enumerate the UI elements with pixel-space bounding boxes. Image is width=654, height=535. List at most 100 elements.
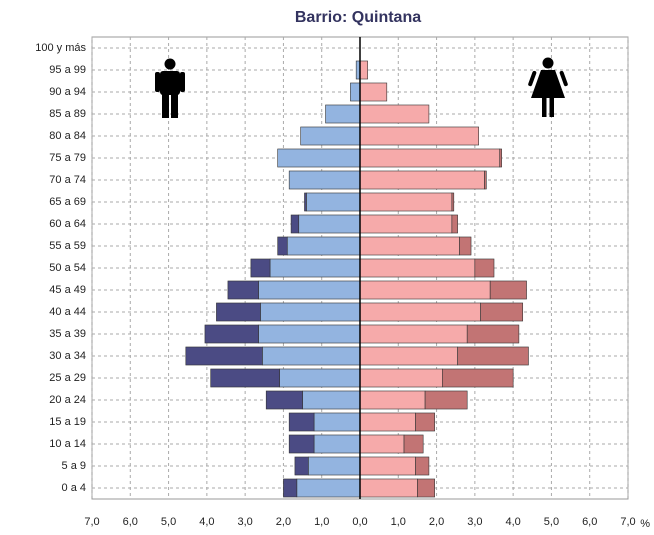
y-tick-label: 80 a 84 [49, 130, 86, 142]
y-tick-label: 90 a 94 [49, 86, 86, 98]
y-tick-label: 45 a 49 [49, 284, 86, 296]
bar [288, 434, 315, 454]
y-tick-label: 40 a 44 [49, 306, 86, 318]
x-tick-label: 1,0 [314, 516, 329, 528]
bar [277, 236, 288, 256]
bar [288, 412, 315, 432]
bar [359, 148, 501, 168]
bar [442, 368, 514, 388]
x-tick-label: 6,0 [582, 516, 597, 528]
male-icon [155, 58, 185, 118]
bar [359, 478, 418, 498]
bar [451, 192, 455, 212]
y-tick-label: 70 a 74 [49, 174, 86, 186]
y-tick-label: 75 a 79 [49, 152, 86, 164]
x-tick-label: 0,0 [352, 516, 367, 528]
bar [359, 324, 468, 344]
bar [306, 192, 361, 212]
bar [359, 192, 453, 212]
bar [424, 390, 468, 410]
bar [294, 456, 309, 476]
bar [298, 214, 361, 234]
bars [185, 37, 529, 499]
y-tick-label: 100 y más [35, 42, 86, 54]
bar [466, 324, 520, 344]
x-tick-label: 6,0 [123, 516, 138, 528]
bar [262, 346, 361, 366]
bar [359, 60, 368, 80]
bar [325, 104, 361, 124]
bar [480, 302, 524, 322]
y-tick-label: 15 a 19 [49, 416, 86, 428]
bar [417, 478, 435, 498]
x-tick-label: 2,0 [276, 516, 291, 528]
bar [300, 126, 361, 146]
bar [269, 258, 361, 278]
bar [296, 478, 361, 498]
bar [290, 214, 300, 234]
x-tick-label: 2,0 [429, 516, 444, 528]
y-tick-label: 5 a 9 [62, 460, 86, 472]
bar [415, 456, 430, 476]
y-tick-label: 35 a 39 [49, 328, 86, 340]
bar [359, 214, 453, 234]
bar [474, 258, 495, 278]
bar [359, 280, 491, 300]
bar [302, 390, 361, 410]
y-tick-label: 10 a 14 [49, 438, 86, 450]
bar [489, 280, 527, 300]
bar [484, 170, 487, 190]
grid: 7,0 6,0 5,0 4,0 3,0 2,0 1,0 0,0 1,0 2,0 3,0 4,0 5,0 6… [35, 36, 636, 528]
bar [185, 346, 263, 366]
bar [459, 236, 472, 256]
y-tick-label: 85 a 89 [49, 108, 86, 120]
bar [204, 324, 259, 344]
y-tick-label: 95 a 99 [49, 64, 86, 76]
bar [210, 368, 280, 388]
bar [283, 478, 298, 498]
y-tick-label: 20 a 24 [49, 394, 86, 406]
bar [359, 456, 416, 476]
y-tick-label: 0 a 4 [62, 482, 86, 494]
bar [286, 236, 361, 256]
female-icon [528, 57, 568, 117]
bar [359, 302, 481, 322]
bar [359, 104, 430, 124]
bar [359, 236, 460, 256]
x-tick-label: 5,0 [544, 516, 559, 528]
y-tick-label: 30 a 34 [49, 350, 86, 362]
bar [359, 126, 479, 146]
bar [279, 368, 361, 388]
y-tick-label: 60 a 64 [49, 218, 86, 230]
x-tick-label: 7,0 [84, 516, 99, 528]
bar [258, 280, 361, 300]
bar [258, 324, 361, 344]
bar [304, 192, 307, 212]
bar [359, 82, 388, 102]
bar [359, 258, 476, 278]
bar [265, 390, 303, 410]
y-tick-label: 65 a 69 [49, 196, 86, 208]
bar [308, 456, 361, 476]
bar [457, 346, 529, 366]
bar [313, 434, 361, 454]
bar [359, 412, 416, 432]
bar [359, 368, 443, 388]
bar [313, 412, 361, 432]
bar [216, 302, 261, 322]
bar [227, 280, 259, 300]
bar [415, 412, 435, 432]
bar [250, 258, 271, 278]
chart-title: Barrio: Quintana [295, 9, 421, 26]
bar [277, 148, 361, 168]
x-tick-label: 3,0 [467, 516, 482, 528]
bar [499, 148, 502, 168]
bar [359, 346, 458, 366]
y-tick-label: 55 a 59 [49, 240, 86, 252]
x-tick-label: 1,0 [391, 516, 406, 528]
bar [451, 214, 458, 234]
bar [403, 434, 424, 454]
bar [288, 170, 361, 190]
x-axis-label: % [640, 518, 650, 530]
